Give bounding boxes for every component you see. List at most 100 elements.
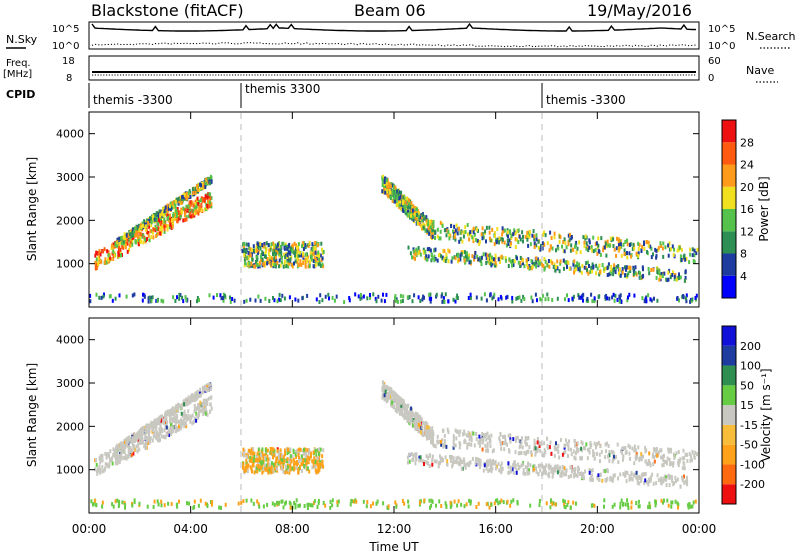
power-scatter-cell [555,265,558,270]
power-scatter-cell [265,248,268,253]
power-scatter-cell [652,267,655,272]
power-scatter-cell [279,263,282,268]
vel-scatter-cell [180,403,183,408]
power-scatter-cell [585,246,588,251]
vel-scatter-cell [393,397,396,402]
power-scatter-cell [125,233,128,238]
vel-scatter-cell [472,431,475,436]
vel-scatter-cell [640,457,643,462]
power-scatter-cell [95,257,98,262]
vel-scatter-cell [417,422,420,427]
vel-scatter-cell [416,420,419,425]
vel-scatter-cell [463,461,466,466]
vel-scatter-cell [408,419,411,424]
power-scatter-cell [249,253,252,258]
vel-scatter-cell [154,435,157,440]
vel-scatter-cell [488,468,491,472]
power-scatter-cell [514,231,517,236]
power-scatter-cell [155,211,158,216]
vel-scatter-cell [587,447,590,452]
power-scatter-cell [506,230,509,235]
vel-scatter-cell [512,437,515,442]
vel-scatter-cell [625,479,628,484]
vel-scatter-cell [626,470,629,475]
power-scatter-cell [283,262,286,267]
vel-scatter-cell [201,402,204,406]
power-scatter-cell [602,248,605,253]
power-scatter-cell [306,293,309,298]
power-scatter-cell [606,273,609,277]
power-scatter-cell [528,266,531,271]
power-scatter-cell [567,260,570,265]
power-scatter-cell [286,253,289,258]
power-scatter-cell [528,234,531,239]
vel-scatter-cell [563,445,566,450]
power-scatter-cell [680,258,683,262]
power-scatter-cell [582,298,584,303]
power-scatter-cell [574,244,577,249]
vel-scatter-cell [475,437,478,441]
vel-scatter-cell [624,473,627,477]
power-scatter-cell [123,235,126,240]
power-scatter-cell [605,253,608,258]
power-scatter-cell [556,296,559,301]
power-scatter-cell [428,231,431,236]
vel-scatter-cell [304,465,307,470]
vel-scatter-cell [524,451,527,456]
vel-scatter-cell [187,409,190,414]
vel-scatter-cell [392,390,395,395]
vel-scatter-cell [570,452,573,457]
power-scatter-cell [147,296,150,301]
cpid-label: CPID [6,88,35,101]
power-scatter-cell [406,213,409,218]
vel-scatter-cell [195,411,198,416]
power-scatter-cell [94,253,97,258]
vel-scatter-cell [405,404,408,409]
vel-scatter-cell [624,470,627,475]
vel-scatter-cell [98,456,101,461]
vel-scatter-cell [203,410,206,415]
power-scatter-cell [452,229,454,234]
power-scatter-cell [468,253,470,258]
power-scatter-cell [327,292,330,297]
vel-scatter-cell [689,454,692,459]
vel-scatter-cell [539,441,542,446]
vel-scatter-cell [607,444,610,448]
vel-scatter-cell [481,440,484,445]
vel-scatter-cell [194,391,197,396]
power-scatter-cell [510,241,513,246]
vel-scatter-cell [636,454,639,459]
vel-scatter-cell [289,462,291,467]
power-scatter-cell [655,253,658,258]
vel-scatter-cell [408,410,411,415]
vel-scatter-cell [683,462,686,467]
vel-scatter-cell [156,499,159,504]
vel-scatter-cell [273,453,276,458]
power-scatter-cell [114,243,117,248]
power-scatter-cell [517,228,520,233]
power-scatter-cell [386,184,389,189]
vel-scatter-cell [503,447,506,452]
vel-scatter-cell [124,445,127,450]
vel-scatter-cell [612,473,615,478]
power-scatter-cell [176,219,179,224]
vel-scatter-cell [444,501,447,506]
power-scatter-cell [584,236,587,241]
power-scatter-cell [617,237,620,242]
power-scatter-cell [174,199,177,204]
vel-scatter-cell [414,452,417,457]
power-scatter-cell [158,209,161,214]
vel-scatter-cell [200,409,203,414]
vel-scatter-cell [524,436,527,440]
vel-scatter-cell [258,467,261,472]
power-scatter-cell [120,241,123,245]
vel-scatter-cell [563,443,566,448]
vel-scatter-cell [574,456,577,461]
vel-scatter-cell [318,463,321,468]
power-scatter-cell [315,297,318,302]
power-scatter-cell [417,246,420,250]
vel-scatter-cell [597,477,600,481]
power-scatter-cell [258,262,261,267]
vel-scatter-cell [659,448,662,453]
vel-scatter-cell [111,461,114,466]
